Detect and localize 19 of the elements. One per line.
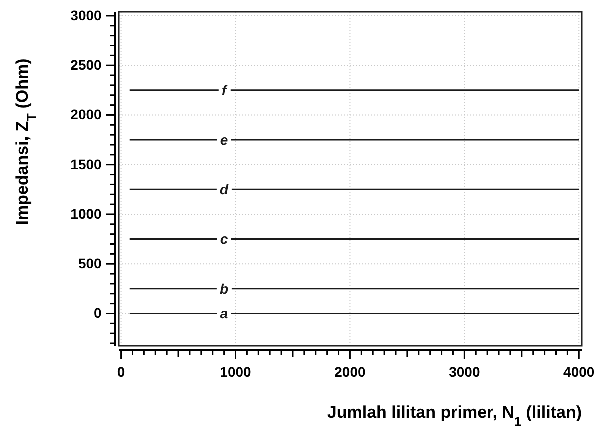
- x-tick-label: 2000: [334, 364, 366, 380]
- series-label: b: [220, 280, 229, 297]
- y-tick-label: 2500: [70, 57, 102, 74]
- y-tick-label: 0: [94, 305, 102, 322]
- y-tick-label: 1500: [70, 156, 102, 172]
- series-label: d: [220, 182, 229, 198]
- x-tick-label: 0: [117, 364, 126, 380]
- y-tick-label: 3000: [70, 7, 102, 24]
- x-tick-label: 1000: [220, 364, 252, 380]
- y-tick-label: 1000: [70, 206, 102, 222]
- y-tick-label: 500: [78, 256, 102, 272]
- series-label: f: [222, 82, 228, 98]
- x-tick-label: 3000: [449, 364, 480, 380]
- x-tick-label: 4000: [564, 364, 595, 380]
- series-label: a: [220, 306, 228, 322]
- y-tick-label: 2000: [70, 106, 102, 123]
- series-label: e: [220, 132, 228, 148]
- series-label: c: [220, 231, 228, 248]
- x-axis-title: Jumlah lilitan primer, N$_{1}$ (lilitan): [327, 403, 582, 428]
